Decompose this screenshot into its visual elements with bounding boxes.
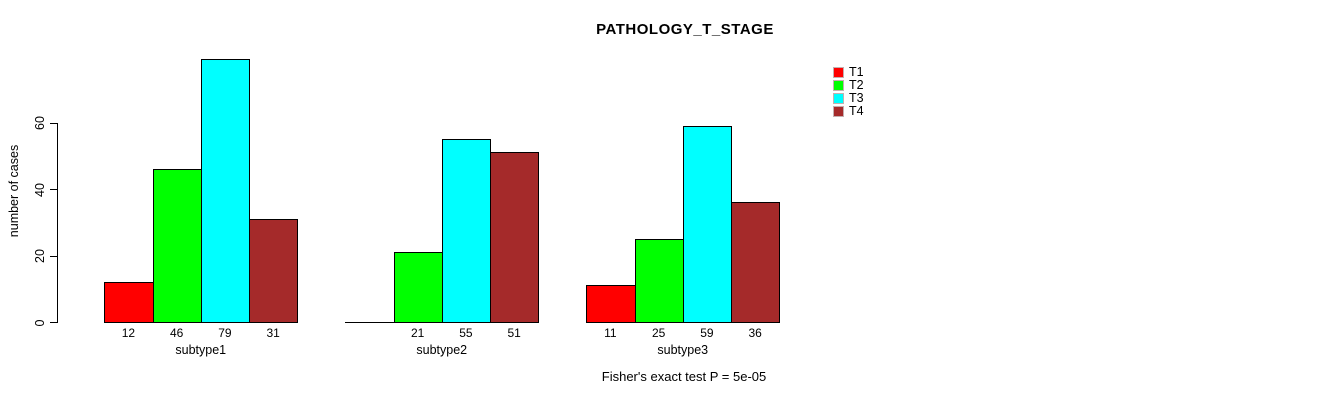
legend-item-T3: T3 — [833, 92, 864, 105]
bar-T1-subtype2-zero — [345, 322, 395, 323]
y-axis-line — [57, 122, 58, 323]
legend-swatch-T4 — [833, 106, 844, 117]
y-axis-tick — [50, 255, 57, 257]
bar-value-label: 11 — [604, 326, 617, 340]
legend-label: T3 — [849, 91, 864, 105]
y-axis-tick-label: 0 — [33, 319, 47, 326]
y-axis-label: number of cases — [7, 144, 21, 238]
legend-swatch-T2 — [833, 80, 844, 91]
bar-T1-subtype1 — [104, 282, 154, 323]
bar-T3-subtype1 — [200, 59, 250, 323]
legend-label: T2 — [849, 78, 864, 92]
y-axis-tick — [50, 322, 57, 323]
legend-item-T2: T2 — [833, 79, 864, 92]
bar-value-label: 31 — [266, 326, 280, 340]
bar-value-label: 59 — [700, 326, 714, 340]
bar-value-label: 55 — [459, 326, 473, 340]
bar-value-label: 79 — [218, 326, 232, 340]
bar-T4-subtype2 — [490, 152, 540, 323]
fisher-test-annotation: Fisher's exact test P = 5e-05 — [601, 369, 767, 384]
bar-T2-subtype3 — [634, 239, 684, 323]
y-axis-tick — [50, 122, 57, 124]
legend-label: T4 — [849, 104, 864, 118]
category-label-subtype1: subtype1 — [175, 343, 227, 357]
bar-value-label: 51 — [507, 326, 521, 340]
legend-swatch-T1 — [833, 67, 844, 78]
category-label-subtype3: subtype3 — [657, 343, 709, 357]
y-axis-tick-label: 20 — [33, 249, 47, 263]
bar-value-label: 21 — [410, 326, 425, 340]
bar-T3-subtype2 — [441, 139, 491, 323]
y-axis-tick — [50, 189, 57, 190]
bar-T3-subtype3 — [682, 126, 732, 323]
legend: T1 T2 T3 T4 — [833, 66, 864, 118]
bar-T2-subtype2 — [393, 252, 443, 323]
legend-swatch-T3 — [833, 93, 844, 104]
legend-label: T1 — [849, 65, 864, 79]
y-axis-tick-label: 40 — [33, 182, 47, 197]
chart-title: PATHOLOGY_T_STAGE — [596, 21, 774, 38]
bar-value-label: 46 — [169, 326, 184, 340]
category-label-subtype2: subtype2 — [416, 343, 468, 357]
bar-T4-subtype3 — [731, 202, 781, 323]
bar-T1-subtype3 — [586, 285, 636, 323]
bar-value-label: 12 — [121, 326, 136, 340]
legend-item-T1: T1 — [833, 66, 864, 79]
y-axis-tick-label: 60 — [33, 116, 47, 130]
bar-value-label: 36 — [748, 326, 762, 340]
bar-T2-subtype1 — [152, 169, 202, 323]
bar-T4-subtype1 — [249, 219, 299, 323]
legend-item-T4: T4 — [833, 105, 864, 118]
bar-value-label: 25 — [651, 326, 666, 340]
